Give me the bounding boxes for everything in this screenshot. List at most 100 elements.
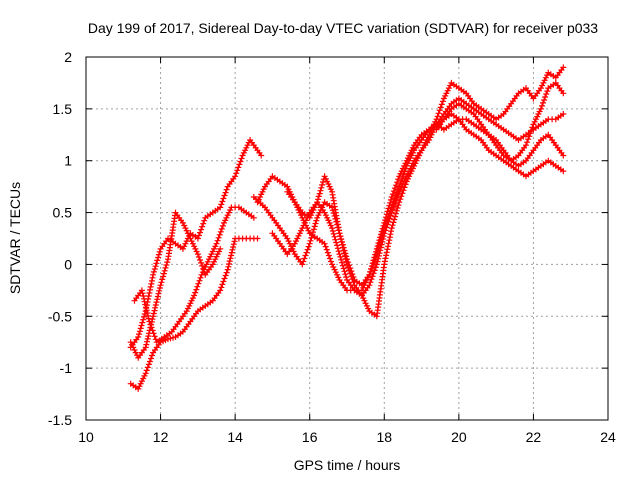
data-point xyxy=(333,239,340,246)
data-point xyxy=(560,111,567,117)
data-point xyxy=(388,194,395,200)
data-point xyxy=(387,212,394,219)
data-point xyxy=(317,187,324,194)
x-tick-label: 22 xyxy=(526,429,542,445)
data-point xyxy=(443,90,450,97)
data-point xyxy=(140,293,147,299)
data-point xyxy=(145,312,151,319)
y-tick-label: 1 xyxy=(64,153,72,169)
data-point xyxy=(528,127,535,134)
data-point xyxy=(523,142,529,149)
data-point xyxy=(382,217,389,224)
data-point xyxy=(368,263,375,270)
data-point xyxy=(305,243,312,250)
data-series xyxy=(127,64,567,392)
data-point xyxy=(143,307,150,314)
data-point xyxy=(254,235,261,242)
data-point xyxy=(541,97,548,103)
data-point xyxy=(395,176,402,183)
data-point xyxy=(161,267,168,274)
data-point xyxy=(193,286,200,293)
data-point xyxy=(216,231,223,238)
data-point xyxy=(390,219,397,226)
data-point xyxy=(144,364,151,371)
data-point xyxy=(220,278,227,285)
data-point xyxy=(302,252,309,259)
data-point xyxy=(141,313,147,320)
data-point xyxy=(336,230,343,237)
data-point xyxy=(370,257,377,264)
data-point xyxy=(223,186,230,193)
data-point xyxy=(525,136,532,143)
data-point xyxy=(332,236,339,243)
data-point xyxy=(400,187,407,194)
data-point xyxy=(164,259,171,266)
data-point xyxy=(213,240,220,247)
data-point xyxy=(371,267,378,274)
data-point xyxy=(560,90,567,97)
y-tick-label: 2 xyxy=(64,49,72,65)
data-point xyxy=(544,88,551,95)
data-point xyxy=(310,229,316,236)
data-point xyxy=(145,361,152,368)
data-point xyxy=(439,98,446,105)
data-point xyxy=(300,258,307,265)
data-point xyxy=(434,113,441,120)
data-point xyxy=(390,188,397,195)
data-point xyxy=(217,228,224,235)
data-point xyxy=(152,302,159,308)
data-point xyxy=(394,205,401,211)
data-point xyxy=(338,256,345,263)
series-line xyxy=(286,67,564,318)
data-point xyxy=(135,334,142,340)
data-point xyxy=(153,260,160,267)
x-axis-label: GPS time / hours xyxy=(294,457,401,473)
axis-ticks xyxy=(85,56,609,421)
data-point xyxy=(391,200,398,207)
data-point xyxy=(147,283,154,290)
data-point xyxy=(374,243,381,249)
data-point xyxy=(221,275,228,282)
data-point xyxy=(344,261,350,268)
data-point xyxy=(383,211,390,218)
data-point xyxy=(339,244,346,251)
data-point xyxy=(388,209,395,216)
data-point xyxy=(310,226,317,233)
x-tick-label: 16 xyxy=(302,429,318,445)
data-point xyxy=(397,196,404,203)
data-point xyxy=(387,196,394,203)
data-point xyxy=(540,99,546,106)
data-point xyxy=(389,222,396,229)
data-point xyxy=(527,130,534,137)
data-point xyxy=(138,287,145,294)
data-point xyxy=(150,268,157,275)
data-point xyxy=(153,299,160,306)
data-point xyxy=(232,173,239,180)
data-point xyxy=(395,191,402,198)
data-point xyxy=(539,102,545,109)
plot-frame xyxy=(85,56,609,421)
data-point xyxy=(151,266,158,272)
data-point xyxy=(337,233,344,240)
data-point xyxy=(336,251,343,258)
data-point xyxy=(219,222,226,229)
data-point xyxy=(194,251,201,258)
data-point xyxy=(385,205,392,212)
data-point xyxy=(340,247,347,254)
series-track-7 xyxy=(269,95,567,299)
data-point xyxy=(143,304,149,311)
x-tick-label: 20 xyxy=(451,429,467,445)
data-point xyxy=(156,285,163,291)
data-point xyxy=(373,261,380,268)
data-point xyxy=(308,234,315,241)
data-point xyxy=(560,168,567,175)
data-point xyxy=(433,116,440,123)
data-point xyxy=(377,244,384,251)
data-point xyxy=(195,254,202,260)
data-point xyxy=(329,225,336,232)
x-tick-label: 18 xyxy=(376,429,392,445)
data-point xyxy=(560,152,567,159)
data-point xyxy=(385,218,392,225)
data-point xyxy=(144,338,150,345)
data-point xyxy=(341,268,348,275)
